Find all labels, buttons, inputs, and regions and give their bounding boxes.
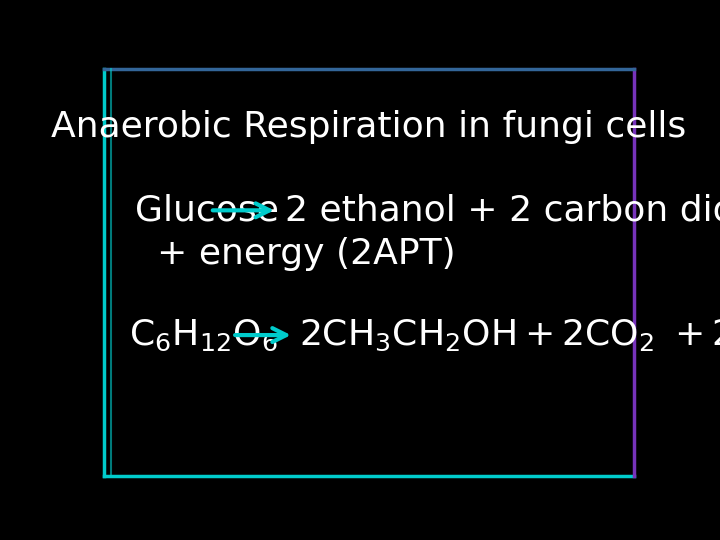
Text: + energy (2APT): + energy (2APT) — [157, 237, 456, 271]
Text: 2 ethanol + 2 carbon dioxide: 2 ethanol + 2 carbon dioxide — [285, 193, 720, 227]
Text: $\mathsf{2CH_3CH_2OH + 2CO_2\ +2ATP}$: $\mathsf{2CH_3CH_2OH + 2CO_2\ +2ATP}$ — [300, 318, 720, 353]
Text: Glucose: Glucose — [135, 193, 279, 227]
Text: $\mathsf{C_6H_{12}O_6}$: $\mathsf{C_6H_{12}O_6}$ — [129, 318, 278, 353]
Text: Anaerobic Respiration in fungi cells: Anaerobic Respiration in fungi cells — [51, 110, 687, 144]
